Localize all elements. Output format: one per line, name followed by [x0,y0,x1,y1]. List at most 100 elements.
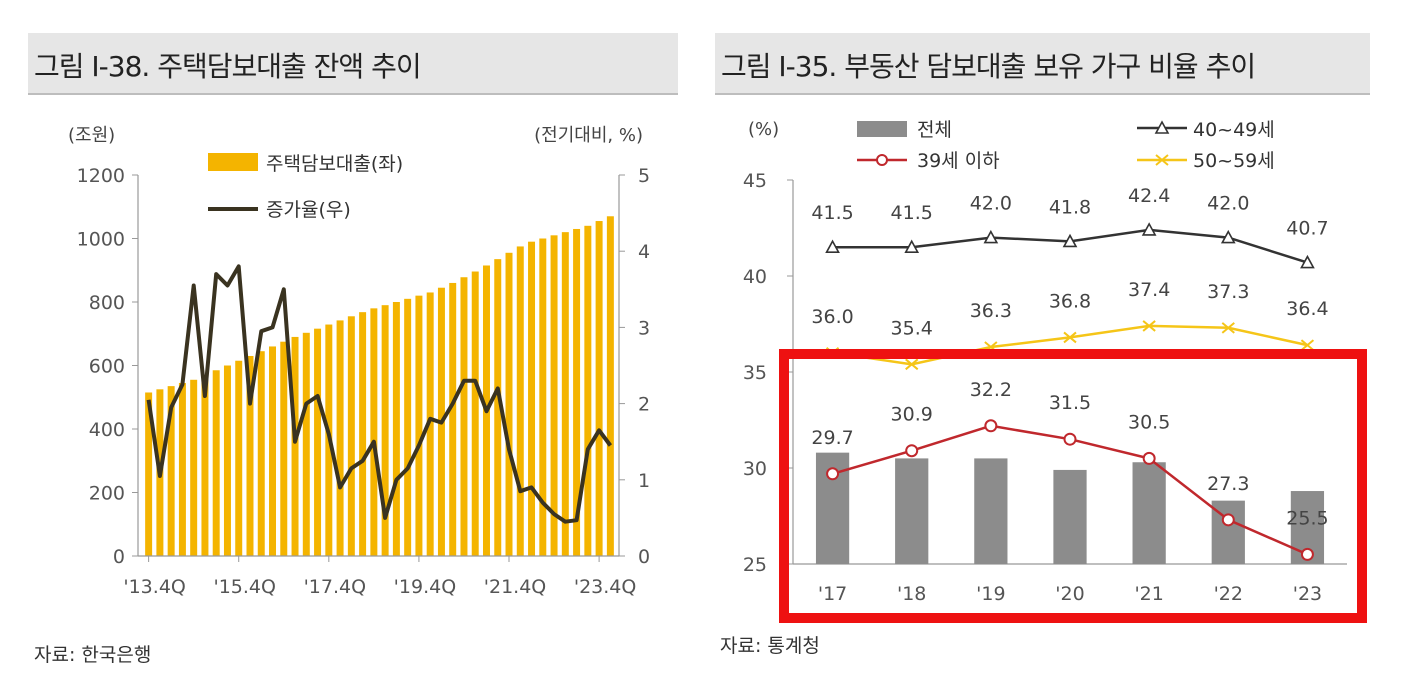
right-y-tick-label: 0 [638,546,650,568]
x-tick-label: '19 [976,583,1005,605]
loan-balance-bar [257,351,265,556]
loan-balance-bar [178,382,186,556]
highlight-box [779,349,1367,623]
circle-marker [1142,451,1156,465]
x-tick-label: '21.4Q [484,576,546,598]
left-chart-legend: 주택담보대출(좌) 증가율(우) [208,153,403,221]
loan-balance-bar [359,312,367,556]
data-label: 41.5 [891,202,933,224]
x-tick-label: '19.4Q [394,576,456,598]
loan-balance-bar [201,375,209,556]
loan-balance-bar [336,320,344,556]
legend-swatch-loan-balance [208,153,258,171]
left-y-tick-label: 1000 [77,229,125,251]
loan-balance-bar [246,355,254,556]
circle-marker [984,419,998,433]
data-label: 32.2 [970,379,1012,401]
right-chart-title: 그림 Ⅰ-35. 부동산 담보대출 보유 가구 비율 추이 [721,50,1256,83]
data-label: 36.4 [1286,298,1328,320]
x-marker [1300,339,1315,351]
x-tick-label: '13.4Q [123,576,185,598]
legend-marker-40s [1154,120,1170,134]
left-chart-title-bar: 그림 Ⅰ-38. 주택담보대출 잔액 추이 [28,33,678,95]
circle-marker [826,467,840,481]
triangle-marker [825,239,840,253]
left-y-tick-label: 800 [89,292,125,314]
x-marker [1221,322,1235,334]
x-tick-label: '15.4Q [213,576,275,598]
x-tick-label: '23 [1293,583,1322,605]
loan-balance-bar [550,235,558,556]
circle-marker [1221,513,1235,527]
triangle-marker [1300,254,1315,269]
right-y-tick-label: 3 [638,317,650,339]
loan-balance-bar [573,228,581,556]
left-y-tick-label: 600 [89,356,125,378]
total-ratio-bar [1053,469,1087,564]
right-chart-legend: 전체 40~49세 39세 이하 50~59세 [857,119,1275,172]
data-label: 36.8 [1049,290,1091,312]
legend-label-loan-balance: 주택담보대출(좌) [266,153,403,175]
right-chart-panel: 그림 Ⅰ-35. 부동산 담보대출 보유 가구 비율 추이 25 30 35 40 45… [700,0,1401,689]
data-label: 41.5 [811,202,853,224]
x-tick-label: '20 [1055,583,1084,605]
housing-loan-chart: 0 200 400 600 800 1000 1200 0 1 2 3 4 5 '13.4Q '15.4Q '… [68,125,650,598]
triangle-marker [904,239,920,253]
data-label: 36.3 [970,300,1012,322]
circle-marker [1300,547,1314,561]
x-tick-label: '23.4Q [574,576,636,598]
circle-marker [1063,432,1077,446]
right-chart-axes: 25 30 35 40 45 '17 '18 '19 '20 '21 '22 '23 (%) [743,119,1347,605]
growth-rate-line [146,264,613,524]
loan-balance-bar [269,346,277,556]
data-label: 30.5 [1128,411,1170,433]
x-marker [1063,331,1077,344]
loan-balance-bar [314,328,322,556]
loan-balance-bar [460,277,468,556]
loan-balance-bar [370,308,378,556]
x-marker [905,358,919,371]
triangle-marker [983,229,999,244]
loan-balance-bar [280,341,288,556]
y-tick-label: 40 [743,266,767,288]
triangle-marker [1220,229,1236,244]
loan-balance-bar [494,259,502,556]
loan-balance-bar [561,232,569,556]
loan-balance-bar [606,216,614,556]
data-label: 27.3 [1207,473,1249,495]
data-label: 25.5 [1286,507,1328,529]
data-label: 42.0 [1207,193,1249,215]
right-chart-source: 자료: 통계청 [720,635,820,657]
loan-balance-bar [212,370,220,556]
data-label: 42.0 [970,193,1012,215]
legend-label-40s: 40~49세 [1193,119,1275,141]
triangle-marker [1141,222,1157,236]
loan-balance-bar [415,295,423,556]
legend-marker-50s [1155,154,1169,166]
age-group-lines: 41.5 41.5 42.0 41.8 42.4 42.0 40.7 29.7 30.9 32.2… [811,185,1329,561]
loan-balance-bar [449,282,457,556]
x-tick-label: '17 [818,583,847,605]
x-tick-label: '22 [1214,583,1243,605]
loan-balance-bar [392,302,400,556]
loan-balance-bar [516,246,524,556]
data-label: 31.5 [1049,392,1091,414]
left-y-unit-label: (조원) [68,125,115,146]
left-y-tick-label: 400 [89,419,125,441]
data-label: 35.4 [891,317,933,339]
data-label: 40.7 [1286,218,1328,240]
y-tick-label: 45 [743,170,767,192]
y-tick-label: 35 [743,362,767,384]
right-y-tick-label: 2 [638,394,650,416]
x-tick-label: '17.4Q [304,576,366,598]
loan-balance-bar [505,252,513,556]
loan-balance-bar [404,298,412,556]
y-tick-label: 30 [743,458,767,480]
x-tick-label: '21 [1134,583,1163,605]
loan-balance-bar [291,336,299,556]
loan-balance-bar [584,225,592,557]
right-y-tick-label: 1 [638,470,650,492]
loan-balance-bar [539,238,547,556]
loan-balance-bar [471,271,479,556]
data-label: 42.4 [1128,185,1170,207]
